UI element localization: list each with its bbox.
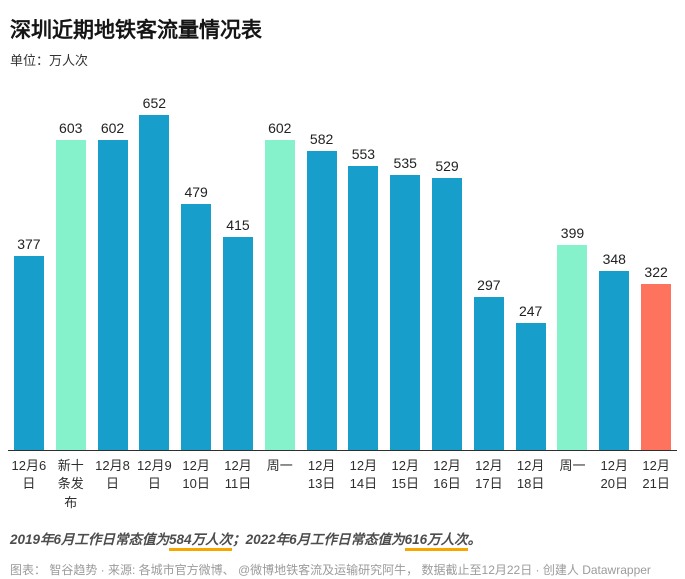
bar bbox=[306, 150, 337, 450]
x-axis-label: 12月8 日 bbox=[95, 457, 130, 492]
bar bbox=[222, 236, 253, 450]
bar-column: 415 bbox=[217, 218, 259, 450]
bar-value-label: 602 bbox=[100, 120, 125, 137]
x-axis-label: 12月 13日 bbox=[307, 457, 336, 492]
x-axis-label: 12月 18日 bbox=[516, 457, 545, 492]
bar-column: 553 bbox=[343, 147, 385, 450]
bar-value-label: 322 bbox=[644, 264, 668, 281]
x-axis-label: 12月 20日 bbox=[600, 457, 629, 492]
bar bbox=[181, 203, 212, 450]
x-axis-label: 新十 条发 布 bbox=[57, 457, 84, 510]
bar bbox=[264, 140, 295, 450]
bar-column: 297 bbox=[468, 278, 510, 450]
bar bbox=[55, 139, 86, 450]
bar-value-label: 479 bbox=[184, 183, 208, 200]
chart-footer-credit: 图表： 智谷趋势 · 来源: 各城市官方微博、 @微博地铁客流及运输研究阿牛， … bbox=[10, 563, 651, 578]
bar-column: 535 bbox=[384, 156, 426, 450]
bar bbox=[599, 270, 630, 450]
bar-column: 322 bbox=[635, 264, 677, 450]
note-highlighted-value: 616万人次 bbox=[404, 532, 468, 552]
x-axis-label: 周一 bbox=[266, 457, 293, 473]
x-axis-label: 周一 bbox=[559, 457, 586, 473]
bar-value-label: 348 bbox=[602, 250, 626, 267]
bar-column: 602 bbox=[259, 120, 301, 450]
bar-value-label: 582 bbox=[309, 130, 334, 147]
x-axis-label: 12月9 日 bbox=[136, 457, 172, 492]
bar bbox=[139, 114, 170, 450]
x-axis-label: 12月 15日 bbox=[391, 457, 419, 492]
bar-value-label: 297 bbox=[477, 277, 501, 294]
page-title: 深圳近期地铁客流量情况表 bbox=[10, 19, 262, 42]
bar bbox=[432, 177, 463, 450]
x-axis-label: 12月 21日 bbox=[642, 457, 670, 492]
chart-unit-subtitle: 单位：万人次 bbox=[10, 53, 89, 69]
x-axis-label: 12月6 日 bbox=[11, 457, 47, 492]
note-highlighted-value: 584万人次 bbox=[169, 532, 233, 552]
x-axis-label: 12月 10日 bbox=[182, 457, 210, 492]
bar-column: 602 bbox=[92, 120, 134, 450]
bar-column: 377 bbox=[8, 237, 50, 450]
bar-value-label: 535 bbox=[393, 154, 417, 171]
x-axis-label: 12月 14日 bbox=[349, 457, 378, 492]
bar-value-label: 415 bbox=[226, 216, 250, 233]
bar-column: 529 bbox=[426, 159, 468, 450]
x-axis-labels: 12月6 日 新十 条发 布 12月8 日 12月9 日 12月 10日 12月… bbox=[8, 451, 677, 512]
x-axis-line bbox=[8, 449, 677, 451]
bar-value-label: 602 bbox=[268, 120, 292, 137]
bar bbox=[557, 244, 588, 450]
bar-column: 247 bbox=[510, 304, 552, 450]
bar-column: 582 bbox=[301, 132, 343, 450]
bar-value-label: 399 bbox=[560, 224, 585, 241]
bar-column: 652 bbox=[133, 96, 175, 450]
bar bbox=[515, 322, 546, 450]
bar-value-label: 529 bbox=[435, 157, 459, 174]
bar-value-label: 247 bbox=[518, 302, 543, 319]
bar bbox=[348, 165, 379, 450]
plot-area: 377 603 602 652 479 415 602 582 553 535 bbox=[8, 93, 677, 450]
x-axis-label: 12月 16日 bbox=[433, 457, 461, 492]
bar-value-label: 553 bbox=[351, 145, 376, 162]
bar bbox=[473, 297, 504, 450]
bar bbox=[13, 256, 44, 450]
note-text: 2019年6月工作日常态值为584万人次；2022年6月工作日常态值为616万人… bbox=[10, 530, 677, 552]
bar-value-label: 377 bbox=[17, 236, 41, 253]
bar-column: 479 bbox=[175, 185, 217, 450]
bar-column: 399 bbox=[552, 226, 594, 450]
note-text-segment: ；2022年6月工作日常态值为 bbox=[232, 532, 405, 548]
bar-column: 348 bbox=[593, 252, 635, 450]
x-axis-label: 12月 11日 bbox=[224, 457, 252, 492]
bar-value-label: 603 bbox=[59, 119, 83, 136]
bar bbox=[641, 284, 672, 450]
bar-chart: 377 603 602 652 479 415 602 582 553 535 bbox=[8, 93, 677, 512]
bar bbox=[390, 174, 421, 450]
x-axis-label: 12月 17日 bbox=[475, 457, 503, 492]
bar bbox=[97, 140, 128, 450]
bar-column: 603 bbox=[50, 121, 92, 450]
note-text-segment: 。 bbox=[467, 532, 482, 548]
bar-value-label: 652 bbox=[142, 94, 167, 111]
note-text-segment: 2019年6月工作日常态值为 bbox=[10, 532, 170, 548]
